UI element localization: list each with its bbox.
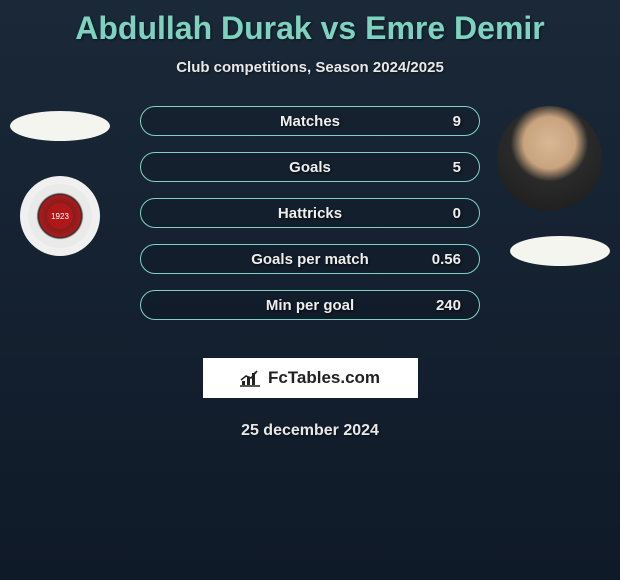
team-logo-center-text: 1923 [47,203,73,229]
stat-label: Goals per match [251,251,369,268]
brand-chart-icon [240,369,262,387]
stat-row-goals: Goals 5 [140,152,480,182]
player-left-avatar-placeholder [10,111,110,141]
subtitle: Club competitions, Season 2024/2025 [0,59,620,76]
stat-value-right: 5 [453,159,461,176]
stat-label: Goals [289,159,331,176]
team-logo-left: 1923 [20,176,100,256]
brand-text: FcTables.com [268,368,380,388]
player-right-avatar [497,106,602,211]
brand-badge[interactable]: FcTables.com [203,358,418,398]
stat-row-matches: Matches 9 [140,106,480,136]
team-logo-right-placeholder [510,236,610,266]
stat-value-right: 0 [453,205,461,222]
date-label: 25 december 2024 [0,422,620,440]
stat-row-mpg: Min per goal 240 [140,290,480,320]
stat-value-right: 240 [436,297,461,314]
stat-label: Hattricks [278,205,342,222]
stat-label: Min per goal [266,297,354,314]
stat-row-gpm: Goals per match 0.56 [140,244,480,274]
comparison-area: 1923 Matches 9 Goals 5 Hattricks 0 Goals… [0,106,620,336]
stat-value-right: 9 [453,113,461,130]
stat-label: Matches [280,113,340,130]
stat-value-right: 0.56 [432,251,461,268]
team-logo-ring: 1923 [28,184,92,248]
stats-list: Matches 9 Goals 5 Hattricks 0 Goals per … [140,106,480,336]
page-title: Abdullah Durak vs Emre Demir [0,0,620,47]
stat-row-hattricks: Hattricks 0 [140,198,480,228]
